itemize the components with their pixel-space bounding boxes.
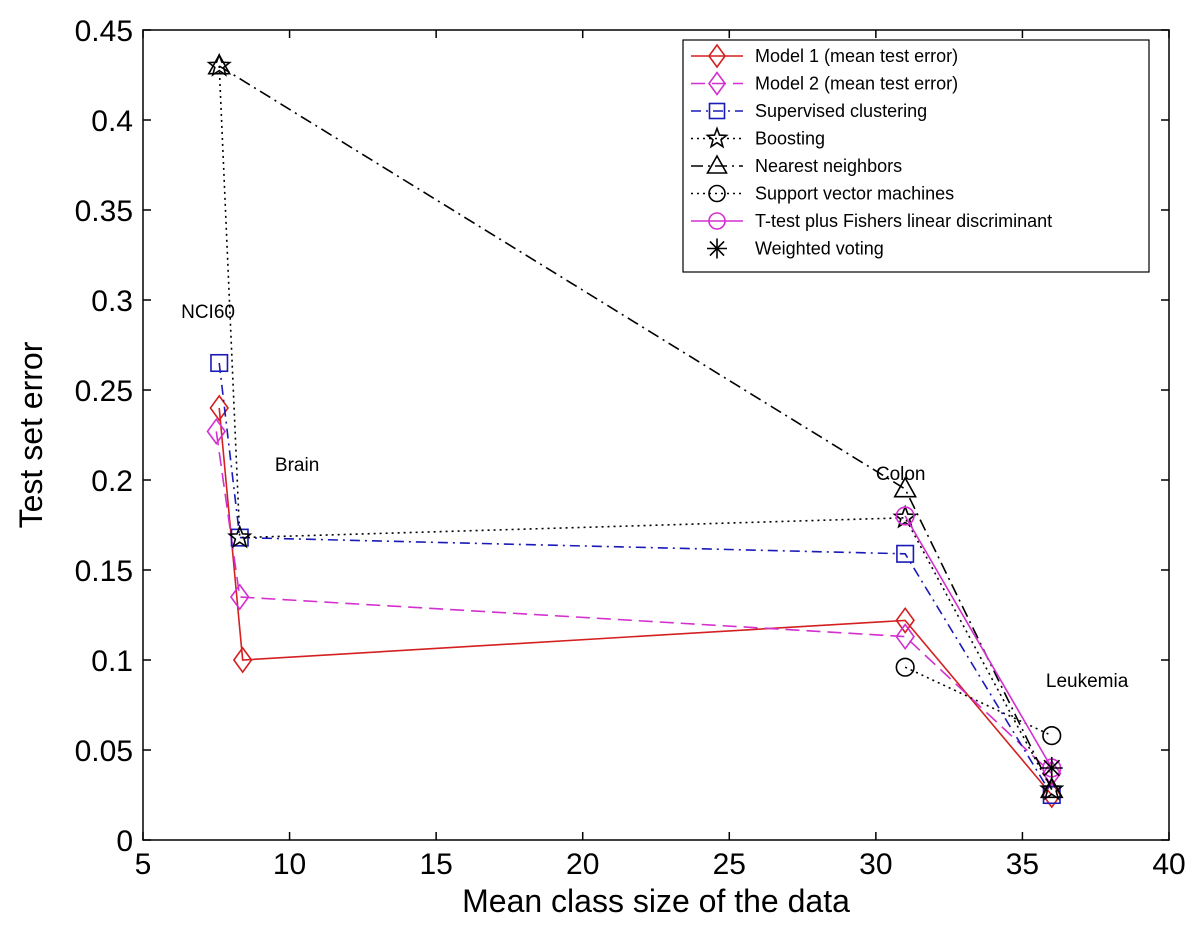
data-point [1041,781,1062,809]
y-tick-label: 0.2 [91,465,133,498]
data-point [227,524,253,549]
data-point [232,646,253,674]
series-line [215,431,1053,774]
series-6 [895,657,1062,746]
data-point [1039,776,1064,799]
series-line [218,362,1053,796]
data-point [895,623,915,651]
data-point [896,544,915,563]
legend-box [682,39,1150,273]
legend-label: Nearest neighbors [755,156,902,176]
data-point [206,52,232,77]
data-point [708,102,726,120]
data-point [1040,757,1063,779]
y-tick-label: 0.15 [75,555,133,588]
y-tick-label: 0.4 [91,105,133,138]
data-point [210,353,229,373]
legend-item: Nearest neighbors [691,154,902,176]
x-tick-label: 20 [566,848,599,881]
legend-item: Weighted voting [707,238,884,259]
legend-item: Support vector machines [691,184,954,204]
series-4 [206,52,1065,801]
series-line [904,515,1053,769]
x-tick-label: 35 [1006,848,1039,881]
legend-label: Model 2 (mean test error) [755,74,958,94]
data-point [708,71,726,96]
data-point [706,154,728,174]
data-point [708,184,726,203]
data-point [207,53,232,75]
data-point [1042,725,1062,746]
legend-item: Model 1 (mean test error) [691,43,958,69]
series-line [218,65,1053,790]
data-point [705,126,729,149]
series-line [218,65,1053,790]
data-point [895,506,915,526]
data-point [206,417,227,445]
annotation-label: Brain [275,455,319,476]
y-tick-label: 0 [116,825,133,858]
y-tick-label: 0.05 [75,735,133,768]
legend-label: Support vector machines [755,184,954,204]
data-point [893,476,917,498]
x-tick-label: 25 [713,848,746,881]
series-2 [206,417,1062,787]
series-8 [1040,757,1063,779]
x-tick-label: 5 [135,848,152,881]
data-point [1041,759,1062,787]
y-tick-label: 0.25 [75,375,133,408]
data-point [1039,776,1065,801]
legend-item: Boosting [691,126,825,149]
legend-item: Model 2 (mean test error) [691,71,958,96]
legend-label: Supervised clustering [755,101,927,121]
legend-label: Model 1 (mean test error) [755,46,958,66]
data-point [229,583,250,611]
series-5 [207,53,1064,799]
x-tick-label: 15 [419,848,452,881]
y-tick-label: 0.45 [75,15,133,48]
x-tick-label: 30 [859,848,892,881]
y-tick-label: 0.35 [75,195,133,228]
data-point [708,212,726,230]
x-tick-label: 10 [273,848,306,881]
y-tick-label: 0.1 [91,645,133,678]
data-point [707,238,727,259]
data-point [708,43,726,69]
legend-label: Weighted voting [755,239,884,259]
legend-item: T-test plus Fishers linear discriminant [691,211,1052,231]
data-point [209,394,230,422]
y-tick-label: 0.3 [91,285,133,318]
legend-item: Supervised clustering [691,101,927,121]
annotation-label: Colon [876,464,926,485]
data-point [895,657,915,677]
y-axis-title: Test set error [13,341,49,528]
annotation-label: Leukemia [1046,671,1129,692]
annotation-label: NCI60 [181,302,235,323]
legend-label: Boosting [755,129,825,149]
x-axis-title: Mean class size of the data [462,883,850,919]
legend-label: T-test plus Fishers linear discriminant [755,211,1052,231]
data-point [895,606,915,634]
x-tick-label: 40 [1152,848,1185,881]
